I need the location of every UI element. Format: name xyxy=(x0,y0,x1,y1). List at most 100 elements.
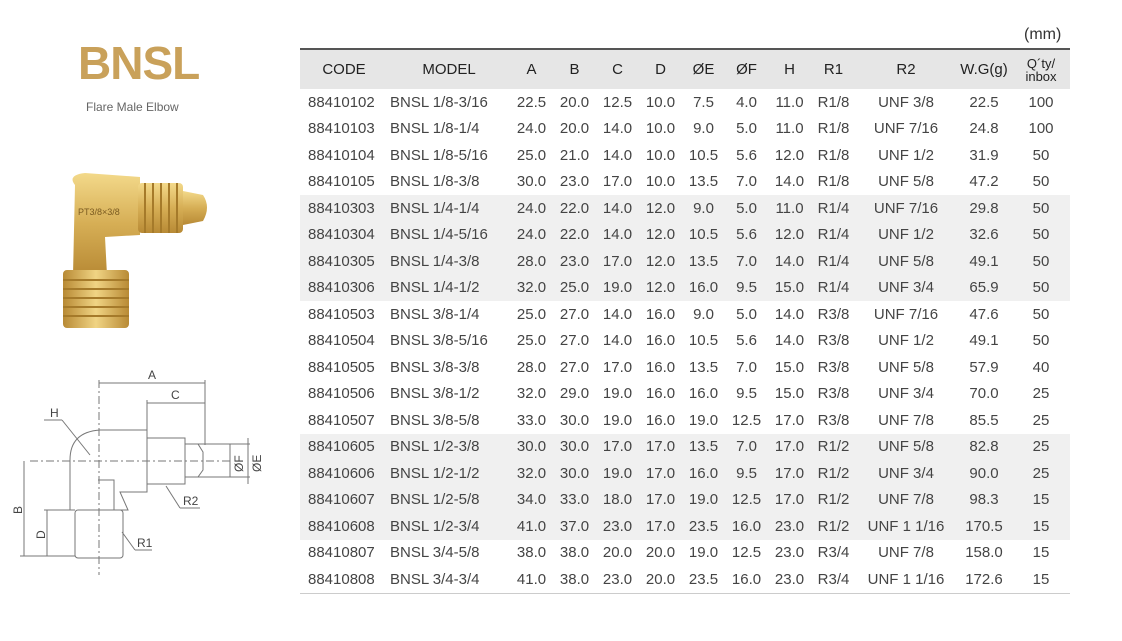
unit-label: (mm) xyxy=(1024,26,1062,43)
value-cell: UNF 7/8 xyxy=(878,544,934,562)
value-cell: 9.0 xyxy=(693,305,714,323)
value-cell: 27.0 xyxy=(559,332,590,350)
value-cell: 16.0 xyxy=(645,305,676,323)
table-row: 88410102 BNSL 1/8-3/16 22.5 20.0 12.5 10.0 7.5… xyxy=(300,89,1070,116)
value-cell: 24.0 xyxy=(510,221,553,248)
table-row: 88410605 BNSL 1/2-3/8 30.0 30.0 17.0 17.0 13.5… xyxy=(300,433,1070,460)
value-cell: 41.0 xyxy=(510,566,553,594)
value-cell: 17.0 xyxy=(596,248,639,275)
spec-table: CODE MODEL A B C D ØE ØF H R1 R2 W.G(g) Q´ty/inbox 8… xyxy=(300,48,1070,594)
value-cell: 22.5 xyxy=(969,93,999,111)
value-cell: 13.5 xyxy=(682,433,725,460)
value-cell: R1/4 xyxy=(811,274,856,301)
value-cell: 41.0 xyxy=(510,513,553,540)
value-cell: 23.0 xyxy=(596,566,639,594)
value-cell: UNF 3/4 xyxy=(878,385,934,403)
value-cell: 15.0 xyxy=(774,358,805,376)
value-cell: 17.0 xyxy=(639,486,682,513)
value-cell: 5.0 xyxy=(736,305,757,323)
table-row: 88410505 BNSL 3/8-3/8 28.0 27.0 17.0 16.0 13.5… xyxy=(300,354,1070,381)
value-cell: 32.0 xyxy=(510,274,553,301)
table-row: 88410306 BNSL 1/4-1/2 32.0 25.0 19.0 12.0 16.0… xyxy=(300,274,1070,301)
value-cell: 17.0 xyxy=(768,486,811,513)
value-cell: 14.0 xyxy=(602,120,633,138)
value-cell: 14.0 xyxy=(774,173,805,191)
model-cell: BNSL 3/4-3/4 xyxy=(388,566,510,594)
value-cell: 50 xyxy=(1012,248,1070,275)
value-cell: 16.0 xyxy=(645,358,676,376)
value-cell: 20.0 xyxy=(602,544,633,562)
value-cell: 14.0 xyxy=(602,305,633,323)
model-cell: BNSL 1/4-1/2 xyxy=(388,274,510,301)
value-cell: 98.3 xyxy=(956,486,1012,513)
qty-header-line: inbox xyxy=(1025,68,1057,84)
value-cell: 25.0 xyxy=(516,305,547,323)
dim-label-r1: R1 xyxy=(137,536,153,550)
value-cell: 40 xyxy=(1032,358,1050,376)
model-cell: BNSL 3/4-5/8 xyxy=(390,544,480,562)
value-cell: 22.0 xyxy=(553,221,596,248)
value-cell: 15.0 xyxy=(774,385,805,403)
value-cell: UNF 7/8 xyxy=(856,486,956,513)
value-cell: UNF 5/8 xyxy=(878,358,934,376)
dim-label-a: A xyxy=(148,368,156,382)
code-cell: 88410104 xyxy=(308,146,375,164)
value-cell: 14.0 xyxy=(596,221,639,248)
value-cell: 31.9 xyxy=(969,146,999,164)
value-cell: 65.9 xyxy=(956,274,1012,301)
value-cell: UNF 1/2 xyxy=(856,221,956,248)
model-cell: BNSL 1/2-3/8 xyxy=(388,433,510,460)
value-cell: 12.0 xyxy=(639,248,682,275)
value-cell: 5.0 xyxy=(736,120,757,138)
value-cell: R1/8 xyxy=(817,93,850,111)
table-row: 88410506 BNSL 3/8-1/2 32.0 29.0 19.0 16.0 16.0… xyxy=(300,381,1070,408)
product-subtitle: Flare Male Elbow xyxy=(86,100,179,114)
dim-label-f: ØF xyxy=(232,455,246,472)
value-cell: R1/4 xyxy=(811,221,856,248)
code-cell: 88410808 xyxy=(300,566,388,594)
value-cell: 9.5 xyxy=(725,274,768,301)
code-cell: 88410103 xyxy=(308,120,375,138)
column-header: H xyxy=(784,61,795,78)
value-cell: 100 xyxy=(1028,93,1054,111)
value-cell: 19.0 xyxy=(682,486,725,513)
column-header: A xyxy=(526,61,537,78)
value-cell: 7.0 xyxy=(725,433,768,460)
value-cell: 12.0 xyxy=(639,274,682,301)
column-header: B xyxy=(569,61,580,78)
value-cell: 23.0 xyxy=(553,248,596,275)
value-cell: 9.5 xyxy=(736,385,757,403)
value-cell: 17.0 xyxy=(774,411,805,429)
value-cell: 32.6 xyxy=(956,221,1012,248)
value-cell: R3/8 xyxy=(817,358,850,376)
value-cell: 10.0 xyxy=(645,93,676,111)
value-cell: 5.6 xyxy=(736,146,757,164)
value-cell: 22.5 xyxy=(516,93,547,111)
value-cell: 27.0 xyxy=(559,305,590,323)
column-header: D xyxy=(655,61,666,78)
table-row: 88410103 BNSL 1/8-1/4 24.0 20.0 14.0 10.0 9.0 5… xyxy=(300,116,1070,143)
value-cell: 16.0 xyxy=(682,274,725,301)
value-cell: 17.0 xyxy=(639,433,682,460)
model-cell: BNSL 1/2-5/8 xyxy=(388,486,510,513)
value-cell: R1/2 xyxy=(811,513,856,540)
value-cell: 50 xyxy=(1012,221,1070,248)
value-cell: UNF 5/8 xyxy=(856,433,956,460)
value-cell: 49.1 xyxy=(956,248,1012,275)
value-cell: 5.6 xyxy=(736,332,757,350)
value-cell: 25 xyxy=(1012,460,1070,487)
column-header: CODE xyxy=(322,61,366,78)
value-cell: 49.1 xyxy=(969,332,999,350)
value-cell: R1/8 xyxy=(817,173,850,191)
code-cell: 88410505 xyxy=(308,358,375,376)
value-cell: R1/8 xyxy=(817,120,850,138)
value-cell: 38.0 xyxy=(559,544,590,562)
value-cell: 10.5 xyxy=(688,146,719,164)
value-cell: 21.0 xyxy=(559,146,590,164)
value-cell: 14.0 xyxy=(596,195,639,222)
value-cell: 14.0 xyxy=(602,146,633,164)
value-cell: 32.0 xyxy=(510,460,553,487)
value-cell: 12.0 xyxy=(768,221,811,248)
dim-label-h: H xyxy=(50,406,59,420)
value-cell: 172.6 xyxy=(956,566,1012,594)
